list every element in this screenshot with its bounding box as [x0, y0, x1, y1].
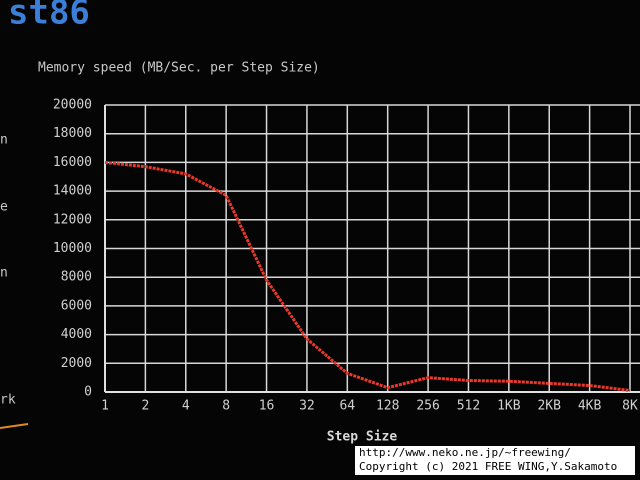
- x-tick-label: 4KB: [578, 399, 602, 414]
- x-axis-label: Step Size: [327, 430, 398, 445]
- x-tick-label: 4: [182, 399, 190, 414]
- x-tick-label: 16: [259, 399, 275, 414]
- x-tick-label: 1: [101, 399, 109, 414]
- x-tick-label: 8: [222, 399, 230, 414]
- y-tick-label: 12000: [53, 212, 92, 227]
- y-tick-label: 18000: [53, 126, 92, 141]
- y-tick-label: 20000: [53, 98, 92, 113]
- y-tick-label: 16000: [53, 155, 92, 170]
- side-label: rk: [0, 393, 16, 408]
- data-line: [104, 160, 631, 393]
- y-tick-label: 14000: [53, 184, 92, 199]
- x-tick-label: 128: [376, 399, 399, 414]
- watermark-text: Copyright (c) 2021 FREE WING,Y.Sakamoto: [359, 460, 617, 473]
- watermark-text: http://www.neko.ne.jp/~freewing/: [359, 446, 571, 459]
- accent-line: [0, 423, 29, 429]
- watermark-box: [355, 446, 635, 475]
- chart-title: Memory speed (MB/Sec. per Step Size): [38, 61, 320, 76]
- x-tick-label: 1KB: [497, 399, 521, 414]
- x-tick-label: 2: [141, 399, 149, 414]
- y-tick-label: 2000: [61, 356, 92, 371]
- x-tick-label: 2KB: [537, 399, 561, 414]
- side-label: n: [0, 266, 8, 281]
- x-tick-label: 256: [416, 399, 439, 414]
- y-tick-label: 6000: [61, 298, 92, 313]
- y-tick-label: 4000: [61, 327, 92, 342]
- x-tick-label: 512: [457, 399, 480, 414]
- app-header: st86: [8, 0, 90, 33]
- y-tick-label: 0: [84, 385, 92, 400]
- y-tick-label: 10000: [53, 241, 92, 256]
- side-label: n: [0, 133, 8, 148]
- x-tick-label: 64: [339, 399, 355, 414]
- x-tick-label: 8K: [622, 399, 638, 414]
- x-tick-label: 32: [299, 399, 315, 414]
- side-label: e: [0, 200, 8, 215]
- y-tick-label: 8000: [61, 270, 92, 285]
